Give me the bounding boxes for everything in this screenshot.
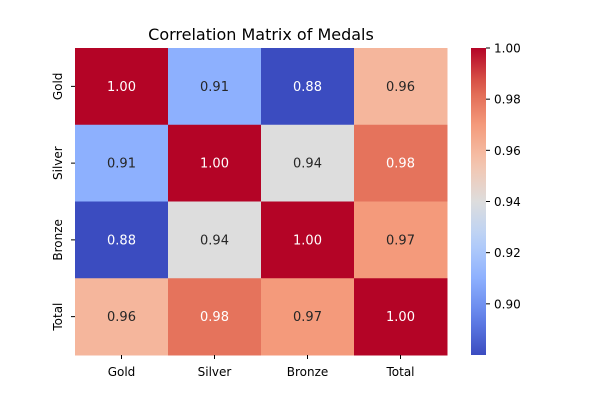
colorbar-tick-label-5: 1.00 <box>494 42 521 56</box>
x-tick-label-0: Gold <box>108 365 136 379</box>
colorbar: 0.90 0.92 0.94 0.96 0.98 1.00 <box>471 42 521 355</box>
cell-value-label-3-3: 1.00 <box>386 310 415 325</box>
colorbar-tick-label-1: 0.92 <box>494 246 521 260</box>
heatmap-cell-3-2 <box>261 278 355 356</box>
y-tick-label-2: Bronze <box>51 219 65 261</box>
heatmap-cell-1-1 <box>168 124 262 202</box>
heatmap-cell-1-2 <box>261 124 355 202</box>
heatmap-cell-0-0 <box>75 48 169 126</box>
cell-value-label-1-1: 1.00 <box>200 157 229 172</box>
heatmap-cell-2-2 <box>261 201 355 279</box>
heatmap-cell-3-3 <box>354 278 448 356</box>
heatmap-cell-0-2 <box>261 48 355 126</box>
x-tick-label-2: Bronze <box>287 365 329 379</box>
heatmap-cell-3-0 <box>75 278 169 356</box>
colorbar-tick-label-3: 0.96 <box>494 144 521 158</box>
cell-value-label-3-1: 0.98 <box>200 310 229 325</box>
colorbar-tick-label-4: 0.98 <box>494 93 521 107</box>
cell-value-label-1-3: 0.98 <box>386 157 415 172</box>
heatmap-cell-3-1 <box>168 278 262 356</box>
heatmap-cell-2-0 <box>75 201 169 279</box>
cell-value-label-0-1: 0.91 <box>200 80 229 95</box>
colorbar-tick-label-0: 0.90 <box>494 297 521 311</box>
x-tick-label-1: Silver <box>198 365 232 379</box>
y-axis: Gold Silver Bronze Total <box>51 73 75 332</box>
cell-value-label-2-0: 0.88 <box>107 233 136 248</box>
y-tick-label-3: Total <box>51 303 65 332</box>
cell-value-label-0-2: 0.88 <box>293 80 322 95</box>
colorbar-gradient <box>471 48 486 355</box>
colorbar-tick-label-2: 0.94 <box>494 195 521 209</box>
cell-value-label-3-2: 0.97 <box>293 310 322 325</box>
heatmap-cell-1-3 <box>354 124 448 202</box>
y-tick-label-0: Gold <box>51 73 65 101</box>
x-axis: Gold Silver Bronze Total <box>108 355 415 379</box>
cell-value-label-0-3: 0.96 <box>386 80 415 95</box>
cell-value-label-2-1: 0.94 <box>200 233 229 248</box>
heatmap-cell-1-0 <box>75 124 169 202</box>
cell-value-label-2-2: 1.00 <box>293 233 322 248</box>
x-tick-label-3: Total <box>385 365 414 379</box>
y-tick-label-1: Silver <box>51 146 65 180</box>
heatmap-cells <box>75 48 448 356</box>
heatmap-cell-0-3 <box>354 48 448 126</box>
cell-value-label-3-0: 0.96 <box>107 310 136 325</box>
cell-value-label-1-2: 0.94 <box>293 157 322 172</box>
heatmap-cell-2-1 <box>168 201 262 279</box>
chart-title: Correlation Matrix of Medals <box>148 25 374 44</box>
cell-value-label-1-0: 0.91 <box>107 157 136 172</box>
cell-value-label-2-3: 0.97 <box>386 233 415 248</box>
heatmap-cell-2-3 <box>354 201 448 279</box>
heatmap-cell-0-1 <box>168 48 262 126</box>
cell-value-label-0-0: 1.00 <box>107 80 136 95</box>
heatmap-cell-labels: 1.00 0.91 0.88 0.96 0.91 1.00 0.94 0.98 0.88 0.94… <box>107 80 415 325</box>
